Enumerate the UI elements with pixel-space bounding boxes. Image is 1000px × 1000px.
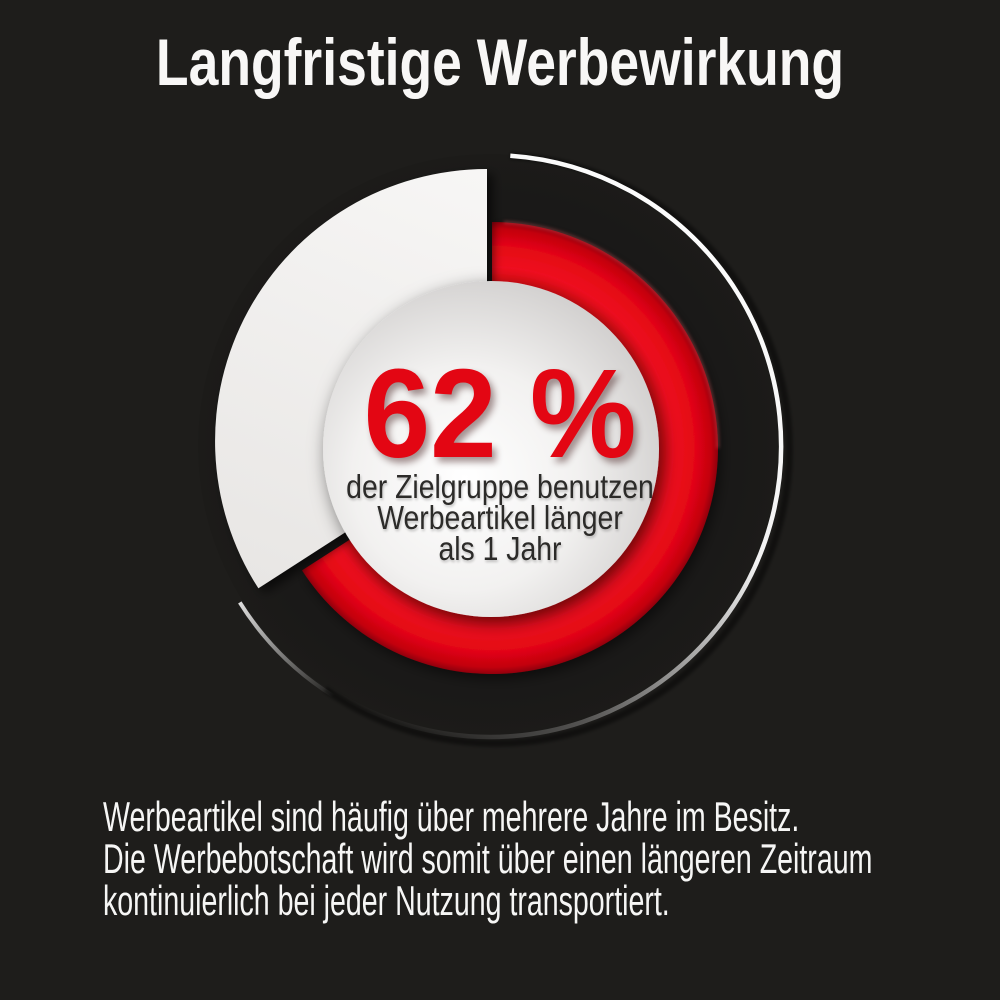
center-disc <box>323 281 659 617</box>
center-caption-line-2: Werbeartikel länger <box>377 499 623 536</box>
center-caption-line-3: als 1 Jahr <box>438 530 562 567</box>
rim-highlight-arc-lower <box>238 601 335 698</box>
page-title: Langfristige Werbewirkung <box>155 25 845 99</box>
rim-highlight-arc <box>326 153 784 740</box>
footer-text: Werbeartikel sind häufig über mehrere Ja… <box>103 796 872 922</box>
center-caption: der Zielgruppe benutzen Werbeartikel län… <box>70 468 930 567</box>
footer-line-3: kontinuierlich bei jeder Nutzung transpo… <box>103 877 670 924</box>
footer-line-2: Die Werbebotschaft wird somit über einen… <box>103 835 873 882</box>
slice-62pct-outer-sheen <box>503 221 720 449</box>
center-caption-line-1: der Zielgruppe benutzen <box>346 468 654 505</box>
center-value: 62 % <box>363 343 637 484</box>
rim-emboss-shadow-arc <box>323 152 793 747</box>
footer-line-1: Werbeartikel sind häufig über mehrere Ja… <box>103 793 800 840</box>
